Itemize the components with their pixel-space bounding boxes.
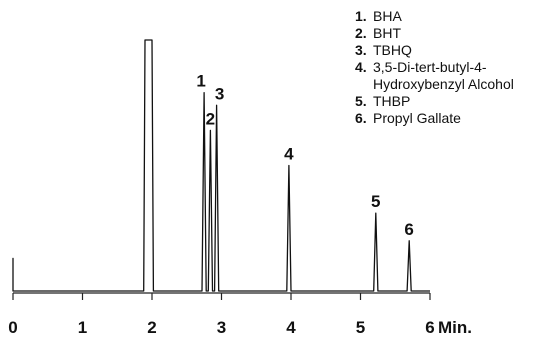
legend-item: 4. 3,5-Di-tert-butyl-4-Hydroxybenzyl Alc…	[355, 59, 543, 93]
x-tick-label: 6	[425, 318, 434, 337]
legend-item: 5. THBP	[355, 93, 543, 110]
peak-label: 6	[404, 220, 413, 239]
peak-label: 5	[371, 192, 380, 211]
legend-item-number: 3.	[355, 42, 367, 58]
legend-item-name: TBHQ	[373, 42, 412, 58]
legend-item: 3. TBHQ	[355, 42, 543, 59]
x-axis-unit-label: Min.	[438, 318, 472, 337]
legend-item: 6. Propyl Gallate	[355, 110, 543, 127]
legend-item-number: 4.	[355, 59, 367, 75]
legend-item-name: BHT	[373, 25, 401, 41]
legend-item: 1. BHA	[355, 8, 543, 25]
legend-item-name: 3,5-Di-tert-butyl-4-Hydroxybenzyl Alcoho…	[373, 59, 514, 92]
x-tick-label: 5	[356, 318, 365, 337]
x-tick-label: 1	[78, 318, 87, 337]
peak-label: 3	[215, 84, 224, 103]
peak-label: 2	[206, 109, 215, 128]
legend-item-number: 5.	[355, 93, 367, 109]
chromatogram-trace	[12, 39, 430, 292]
x-tick-label: 4	[286, 318, 296, 337]
legend-item-name: Propyl Gallate	[373, 110, 461, 126]
x-tick-label: 3	[217, 318, 226, 337]
peak-label: 4	[284, 145, 294, 164]
legend: 1. BHA 2. BHT 3. TBHQ 4. 3,5-Di-tert-but…	[355, 8, 543, 127]
legend-item-number: 2.	[355, 25, 367, 41]
peak-label: 1	[196, 72, 205, 91]
legend-item-number: 6.	[355, 110, 367, 126]
legend-item-name: THBP	[373, 93, 411, 109]
x-tick-label: 0	[8, 318, 17, 337]
legend-item-name: BHA	[373, 8, 402, 24]
legend-item: 2. BHT	[355, 25, 543, 42]
legend-item-number: 1.	[355, 8, 367, 24]
x-tick-label: 2	[147, 318, 156, 337]
